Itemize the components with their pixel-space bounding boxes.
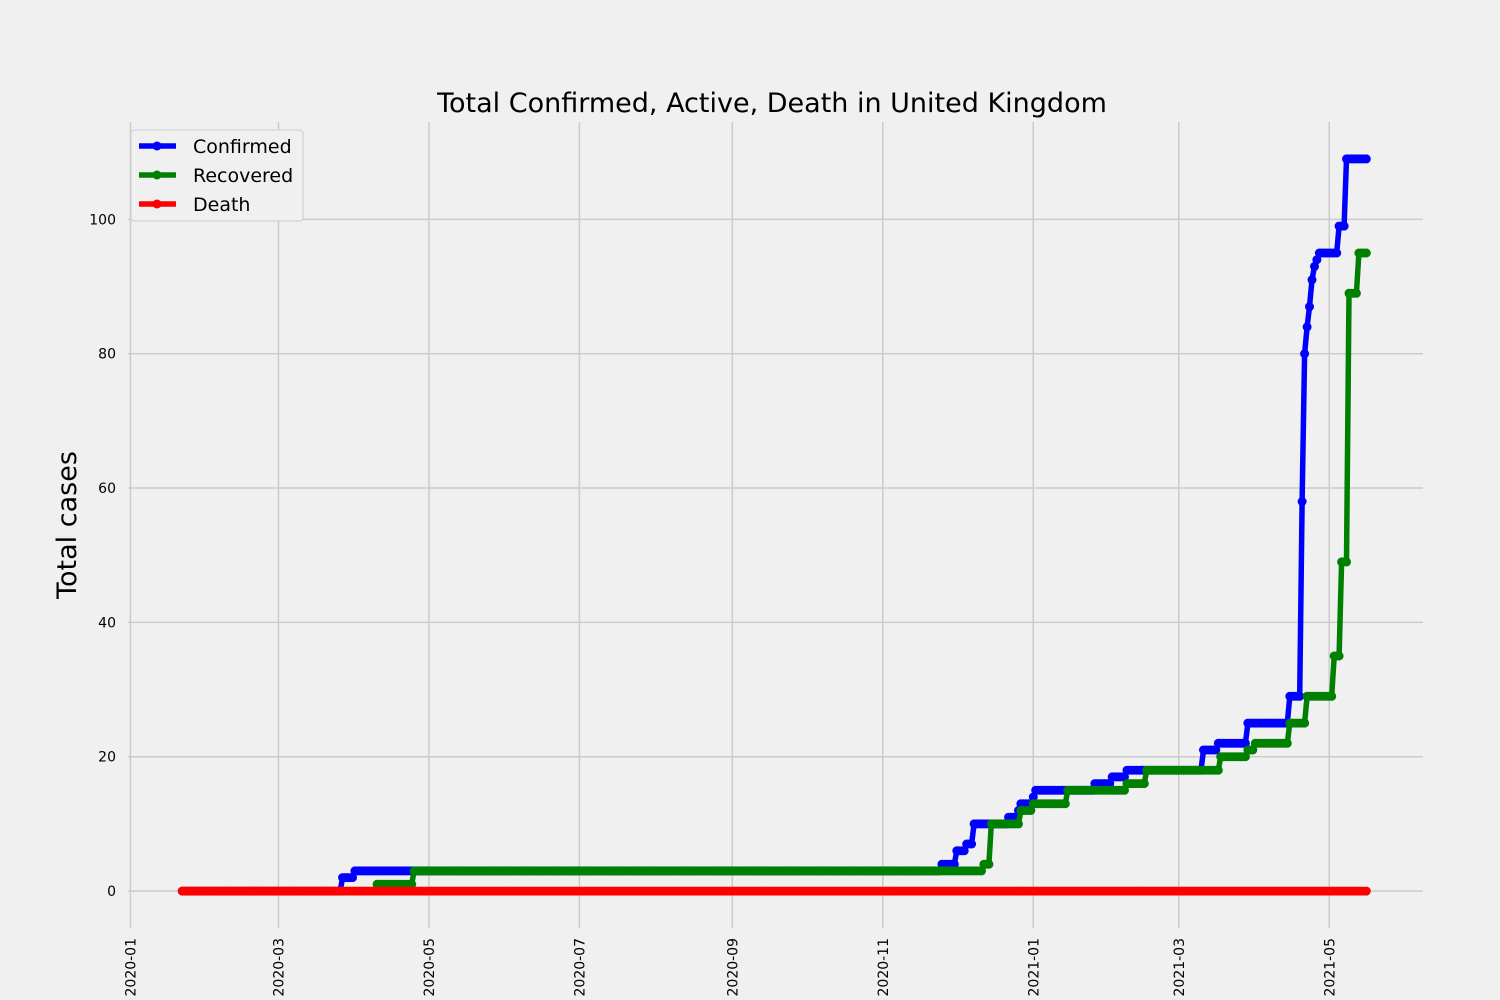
x-tick-label: 2020-11 (876, 938, 892, 997)
x-tick-label: 2020-01 (123, 938, 139, 997)
data-point (1060, 799, 1070, 809)
y-tick-label: 60 (98, 481, 116, 497)
x-tick-label: 2020-07 (572, 938, 588, 997)
legend: Confirmed Recovered Death (130, 129, 304, 222)
data-point (1139, 779, 1149, 789)
legend-marker (152, 170, 162, 180)
y-tick-label: 40 (98, 615, 116, 631)
data-point (1334, 651, 1344, 661)
y-tick-label: 100 (89, 212, 116, 228)
data-point (1026, 806, 1036, 815)
data-point (1327, 691, 1337, 701)
data-point (1351, 288, 1361, 298)
data-point (1297, 497, 1307, 506)
data-point (1339, 221, 1349, 231)
data-point (1332, 248, 1342, 258)
y-tick-label: 20 (98, 750, 116, 766)
y-tick-label: 0 (107, 884, 116, 900)
data-point (1305, 302, 1314, 312)
data-point (1300, 718, 1310, 728)
data-point (1282, 738, 1292, 748)
data-point (959, 846, 969, 856)
data-point (1213, 765, 1223, 775)
legend-label: Death (193, 194, 250, 216)
series-recovered (372, 248, 1371, 889)
legend-item-death: Death (139, 194, 250, 216)
data-point (1307, 275, 1317, 285)
x-tick-label: 2021-01 (1026, 938, 1042, 997)
data-point (1302, 322, 1312, 332)
data-point (1014, 819, 1023, 829)
y-axis-label: Total cases (52, 451, 83, 600)
legend-marker (152, 141, 162, 151)
legend-label: Confirmed (193, 136, 292, 158)
legend-marker (152, 199, 162, 209)
data-point (1342, 557, 1351, 567)
series-lines (177, 154, 1371, 896)
data-point (967, 839, 977, 849)
x-tick-label: 2021-03 (1172, 938, 1188, 997)
y-tick-label: 80 (98, 347, 116, 363)
data-point (1361, 154, 1371, 164)
legend-label: Recovered (193, 165, 293, 187)
tick-labels: 2020-01 2020-03 2020-05 2020-07 2020-09 2020-… (89, 212, 1338, 996)
data-point (1361, 248, 1371, 258)
x-tick-label: 2020-03 (271, 938, 287, 997)
data-point (407, 879, 417, 889)
x-tick-label: 2020-09 (725, 938, 741, 997)
series-death (177, 886, 1371, 896)
data-point (1361, 886, 1371, 896)
data-point (1300, 349, 1310, 359)
legend-item-confirmed: Confirmed (139, 136, 292, 158)
legend-box (130, 129, 304, 222)
x-tick-label: 2020-05 (422, 938, 438, 997)
data-point (984, 859, 994, 869)
chart-title: Total Confirmed, Active, Death in United… (436, 88, 1107, 119)
x-tick-label: 2021-05 (1322, 938, 1338, 997)
legend-item-recovered: Recovered (139, 165, 293, 187)
data-point (1295, 691, 1305, 701)
